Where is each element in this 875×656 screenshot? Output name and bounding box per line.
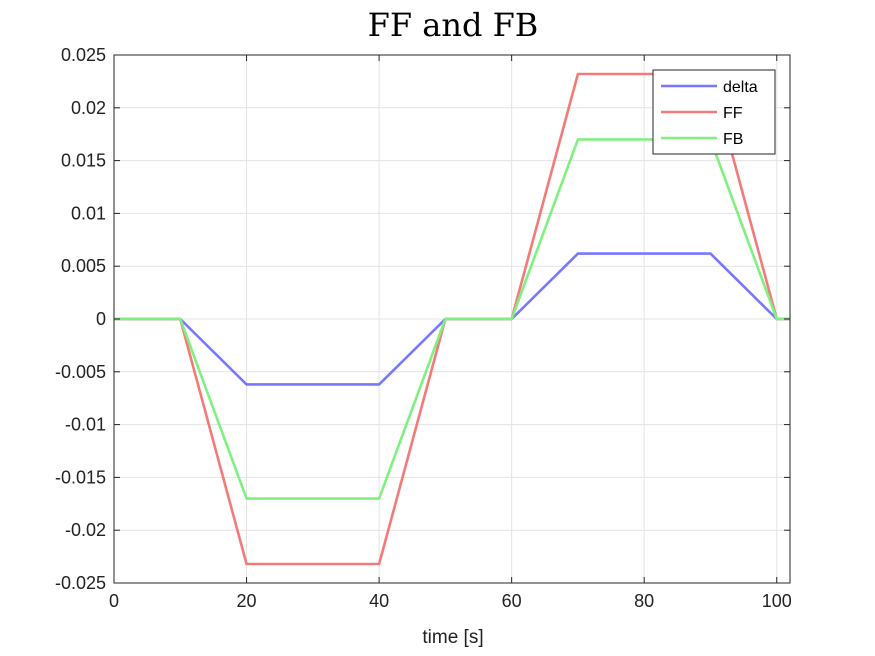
y-tick-label: -0.025 xyxy=(55,573,106,593)
x-tick-label: 80 xyxy=(634,591,654,611)
legend-label-delta: delta xyxy=(723,79,758,96)
y-tick-label: -0.01 xyxy=(65,415,106,435)
y-tick-label: 0.01 xyxy=(71,203,106,223)
y-tick-label: 0 xyxy=(96,309,106,329)
x-tick-label: 60 xyxy=(502,591,522,611)
x-tick-label: 100 xyxy=(762,591,792,611)
y-tick-label: 0.025 xyxy=(61,45,106,65)
y-tick-label: -0.015 xyxy=(55,467,106,487)
series-line-fb xyxy=(114,138,790,500)
legend-label-fb: FB xyxy=(723,131,743,148)
grid-lines xyxy=(113,54,790,584)
legend: delta FF FB xyxy=(652,69,776,155)
series-lines xyxy=(114,72,790,566)
x-tick-label: 0 xyxy=(109,591,119,611)
y-tick-label: -0.005 xyxy=(55,362,106,382)
x-tick-label: 40 xyxy=(369,591,389,611)
x-tick-label: 20 xyxy=(237,591,257,611)
y-axis-ticks: -0.025 -0.02 -0.015 -0.01 -0.005 0 0.005 0.01 0.… xyxy=(55,45,790,593)
y-tick-label: 0.015 xyxy=(61,151,106,171)
x-axis-label: time [s] xyxy=(422,627,483,648)
chart-title: FF and FB xyxy=(368,6,539,44)
y-tick-label: 0.02 xyxy=(71,98,106,118)
legend-label-ff: FF xyxy=(723,105,743,122)
y-tick-label: 0.005 xyxy=(61,256,106,276)
y-tick-label: -0.02 xyxy=(65,520,106,540)
x-axis-ticks: 0 20 40 60 80 100 xyxy=(109,55,792,611)
